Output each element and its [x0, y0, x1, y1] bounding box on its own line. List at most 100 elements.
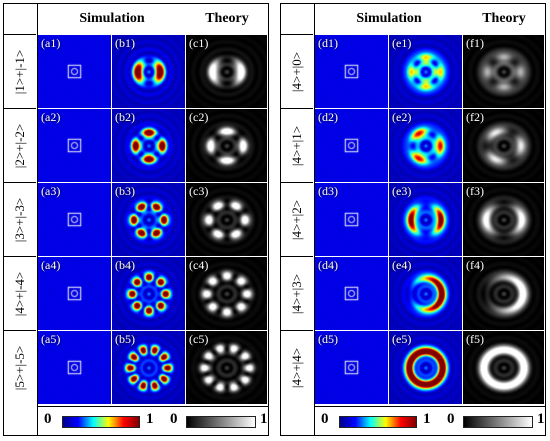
row-label: |5>+|-5>: [4, 330, 36, 404]
simulation-image: (b3): [112, 183, 185, 256]
left-panel: Simulation Theory 0 1 0 1 |1>+|-1> (a1) (b…: [3, 3, 269, 436]
theory-image: (f1): [463, 35, 544, 108]
theory-colorbar-max: 1: [537, 411, 545, 427]
row-label-text: |5>+|-5>: [12, 345, 27, 390]
row-label: |4>+|-4>: [4, 256, 36, 330]
panel-tag: (c3): [189, 184, 209, 198]
panel-tag: (a2): [41, 110, 61, 124]
panel-tag: (c1): [189, 36, 209, 50]
nearfield-image: (a4): [38, 257, 111, 330]
sim-colorbar-min: 0: [44, 411, 52, 427]
row-label: |1>+|-1>: [4, 34, 36, 108]
row-label: |4>+|0>: [281, 34, 313, 108]
panel-tag: (a3): [41, 184, 61, 198]
row-label: |4>+|4>: [281, 330, 313, 404]
nearfield-image: (a5): [38, 331, 111, 404]
row-label-text: |4>+|3>: [289, 273, 304, 314]
panel-tag: (b4): [115, 258, 135, 272]
panel-tag: (d2): [318, 110, 338, 124]
panel-tag: (d1): [318, 36, 338, 50]
panel-tag: (e5): [392, 332, 412, 346]
simulation-image: (e5): [389, 331, 462, 404]
panel-tag: (b1): [115, 36, 135, 50]
simulation-image: (e4): [389, 257, 462, 330]
panel-tag: (c4): [189, 258, 209, 272]
simulation-image: (b2): [112, 109, 185, 182]
theory-colorbar: [186, 416, 256, 428]
simulation-header: Simulation: [356, 11, 422, 26]
panel-tag: (c2): [189, 110, 209, 124]
theory-image: (c5): [186, 331, 267, 404]
right-panel: Simulation Theory 0 1 0 1 |4>+|0> (d1) (e1…: [280, 3, 546, 436]
panel-tag: (b5): [115, 332, 135, 346]
nearfield-image: (a1): [38, 35, 111, 108]
panel-tag: (b3): [115, 184, 135, 198]
simulation-image: (e3): [389, 183, 462, 256]
row-label-text: |4>+|1>: [289, 125, 304, 166]
row-label: |3>+|-3>: [4, 182, 36, 256]
row-label-text: |1>+|-1>: [12, 49, 27, 94]
panel-tag: (d5): [318, 332, 338, 346]
sim-colorbar: [339, 416, 417, 428]
panel-tag: (f3): [466, 184, 484, 198]
row-label: |4>+|3>: [281, 256, 313, 330]
theory-colorbar-min: 0: [170, 411, 178, 427]
colorbar-row: 0 1 0 1: [38, 406, 268, 435]
simulation-image: (e1): [389, 35, 462, 108]
panel-tag: (d3): [318, 184, 338, 198]
theory-header: Theory: [482, 11, 526, 26]
row-label-text: |4>+|2>: [289, 199, 304, 240]
colorbar-row: 0 1 0 1: [315, 406, 545, 435]
row-label: |4>+|2>: [281, 182, 313, 256]
simulation-image: (b1): [112, 35, 185, 108]
row-label-text: |3>+|-3>: [12, 197, 27, 242]
row-label: |4>+|1>: [281, 108, 313, 182]
row-label-text: |4>+|-4>: [12, 271, 27, 316]
panel-tag: (e3): [392, 184, 412, 198]
theory-image: (c4): [186, 257, 267, 330]
nearfield-image: (d4): [315, 257, 388, 330]
panel-tag: (a1): [41, 36, 61, 50]
theory-image: (f5): [463, 331, 544, 404]
sim-colorbar-max: 1: [423, 411, 431, 427]
row-label: |2>+|-2>: [4, 108, 36, 182]
panel-tag: (e4): [392, 258, 412, 272]
nearfield-image: (d5): [315, 331, 388, 404]
simulation-image: (e2): [389, 109, 462, 182]
column-divider: [37, 4, 38, 435]
panel-tag: (e1): [392, 36, 412, 50]
panel-tag: (a4): [41, 258, 61, 272]
theory-image: (c2): [186, 109, 267, 182]
sim-colorbar-min: 0: [321, 411, 329, 427]
theory-colorbar: [463, 416, 533, 428]
panel-tag: (f4): [466, 258, 484, 272]
nearfield-image: (a2): [38, 109, 111, 182]
sim-colorbar-max: 1: [146, 411, 154, 427]
theory-image: (f2): [463, 109, 544, 182]
row-label-text: |4>+|0>: [289, 51, 304, 92]
panel-tag: (f2): [466, 110, 484, 124]
simulation-image: (b5): [112, 331, 185, 404]
row-label-text: |2>+|-2>: [12, 123, 27, 168]
nearfield-image: (d3): [315, 183, 388, 256]
theory-colorbar-max: 1: [260, 411, 268, 427]
theory-image: (c1): [186, 35, 267, 108]
nearfield-image: (a3): [38, 183, 111, 256]
panel-tag: (a5): [41, 332, 61, 346]
theory-header: Theory: [205, 11, 249, 26]
sim-colorbar: [62, 416, 140, 428]
theory-image: (c3): [186, 183, 267, 256]
panel-tag: (c5): [189, 332, 209, 346]
simulation-image: (b4): [112, 257, 185, 330]
panel-tag: (e2): [392, 110, 412, 124]
nearfield-image: (d1): [315, 35, 388, 108]
theory-image: (f4): [463, 257, 544, 330]
theory-image: (f3): [463, 183, 544, 256]
column-divider: [314, 4, 315, 435]
row-label-text: |4>+|4>: [289, 347, 304, 388]
nearfield-image: (d2): [315, 109, 388, 182]
panel-tag: (b2): [115, 110, 135, 124]
panel-tag: (f5): [466, 332, 484, 346]
theory-colorbar-min: 0: [447, 411, 455, 427]
panel-tag: (f1): [466, 36, 484, 50]
